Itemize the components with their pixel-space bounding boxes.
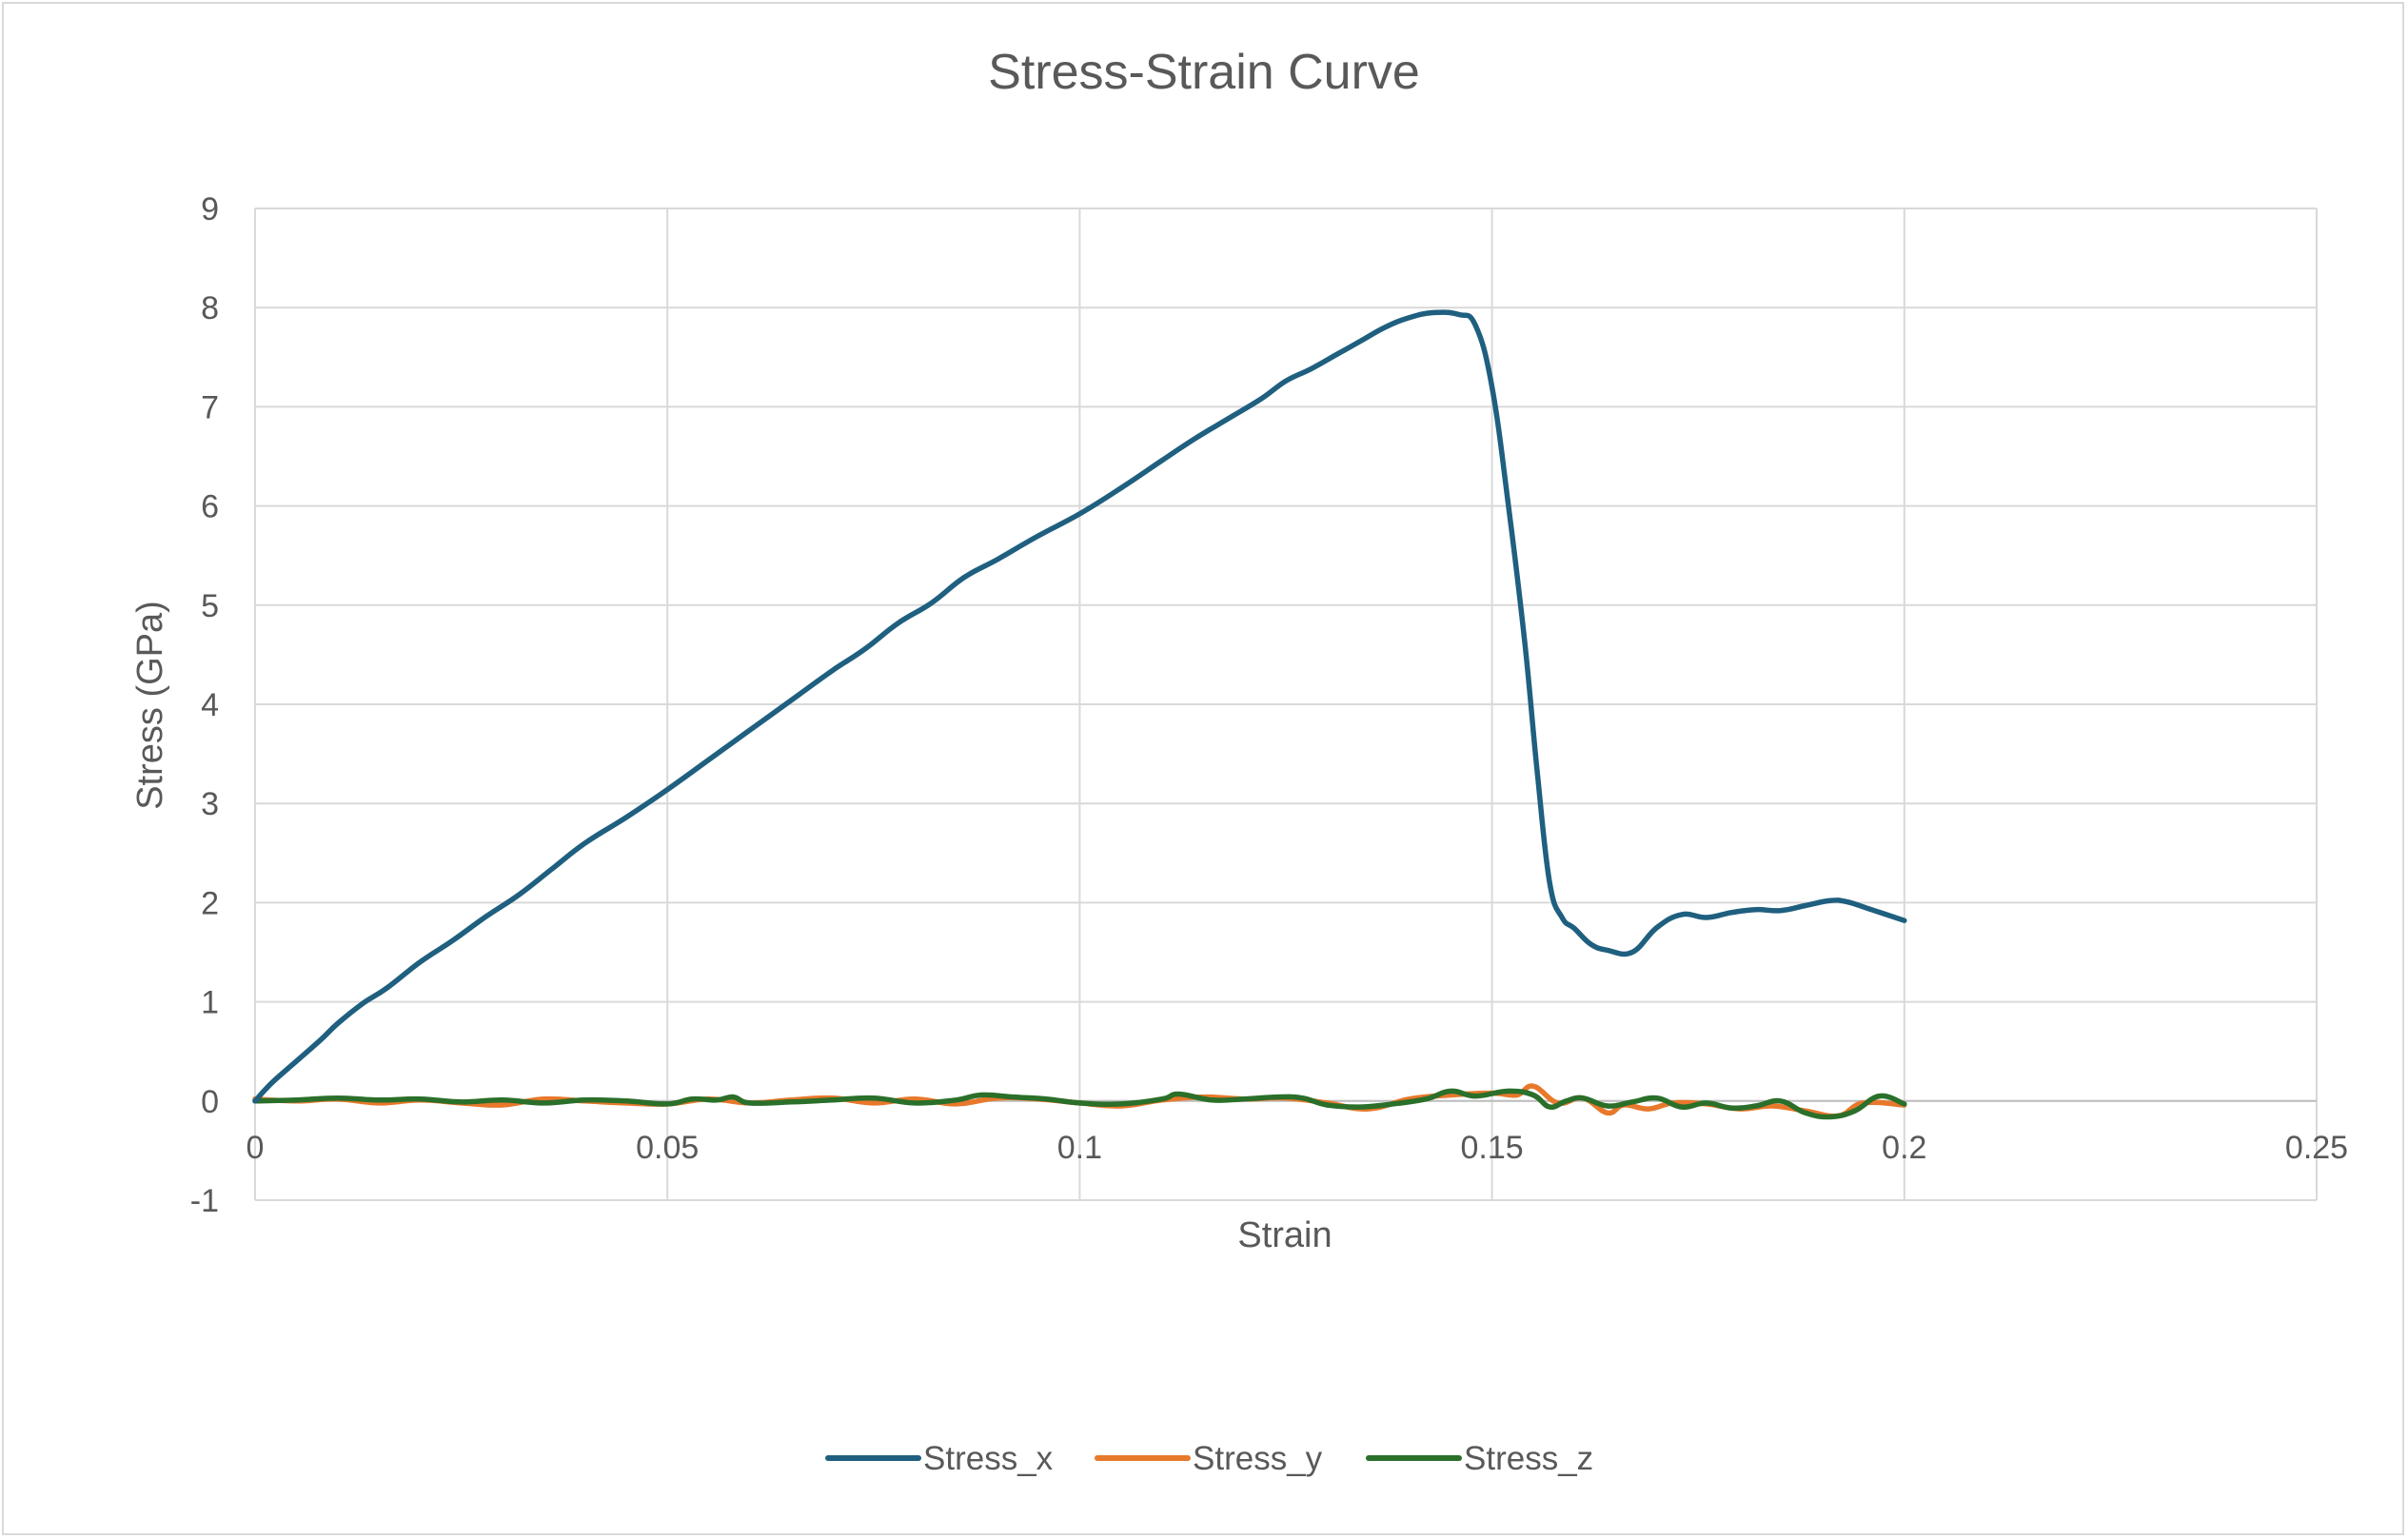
x-tick-label: 0.25 [2285,1130,2348,1166]
y-tick-label: 8 [201,290,219,326]
y-tick-label: 1 [201,985,219,1021]
x-tick-label: 0.05 [636,1130,699,1166]
y-tick-label: 5 [201,588,219,624]
x-tick-label: 0.2 [1882,1130,1926,1166]
series-line-stress-x [252,309,1907,1104]
y-tick-label: 2 [201,885,219,921]
x-tick-label: 0 [247,1130,265,1166]
legend-label: Stress_x [923,1440,1054,1477]
chart-title: Stress-Strain Curve [988,45,1420,100]
x-axis-title: Strain [1237,1215,1332,1255]
y-tick-label: 0 [201,1084,219,1120]
x-tick-label: 0.1 [1057,1130,1102,1166]
y-tick-label: 7 [201,389,219,425]
y-tick-label: 6 [201,489,219,525]
gridlines [254,207,2318,1201]
legend: Stress_x Stress_y Stress_z [825,1440,1593,1477]
y-tick-label: -1 [190,1183,219,1219]
legend-label: Stress_y [1193,1440,1323,1477]
plot-series [252,309,1907,1120]
y-axis-ticks: -1 0 1 2 3 4 5 6 7 8 9 [190,191,219,1219]
series-line-stress-z [252,1088,1907,1120]
x-tick-label: 0.15 [1461,1130,1524,1166]
legend-label: Stress_z [1464,1440,1593,1477]
y-tick-label: 3 [201,786,219,822]
y-tick-label: 9 [201,191,219,227]
y-axis-title: Stress (GPa) [130,601,170,810]
y-tick-label: 4 [201,687,219,723]
x-axis-ticks: 0 0.05 0.1 0.15 0.2 0.25 [247,1130,2349,1166]
